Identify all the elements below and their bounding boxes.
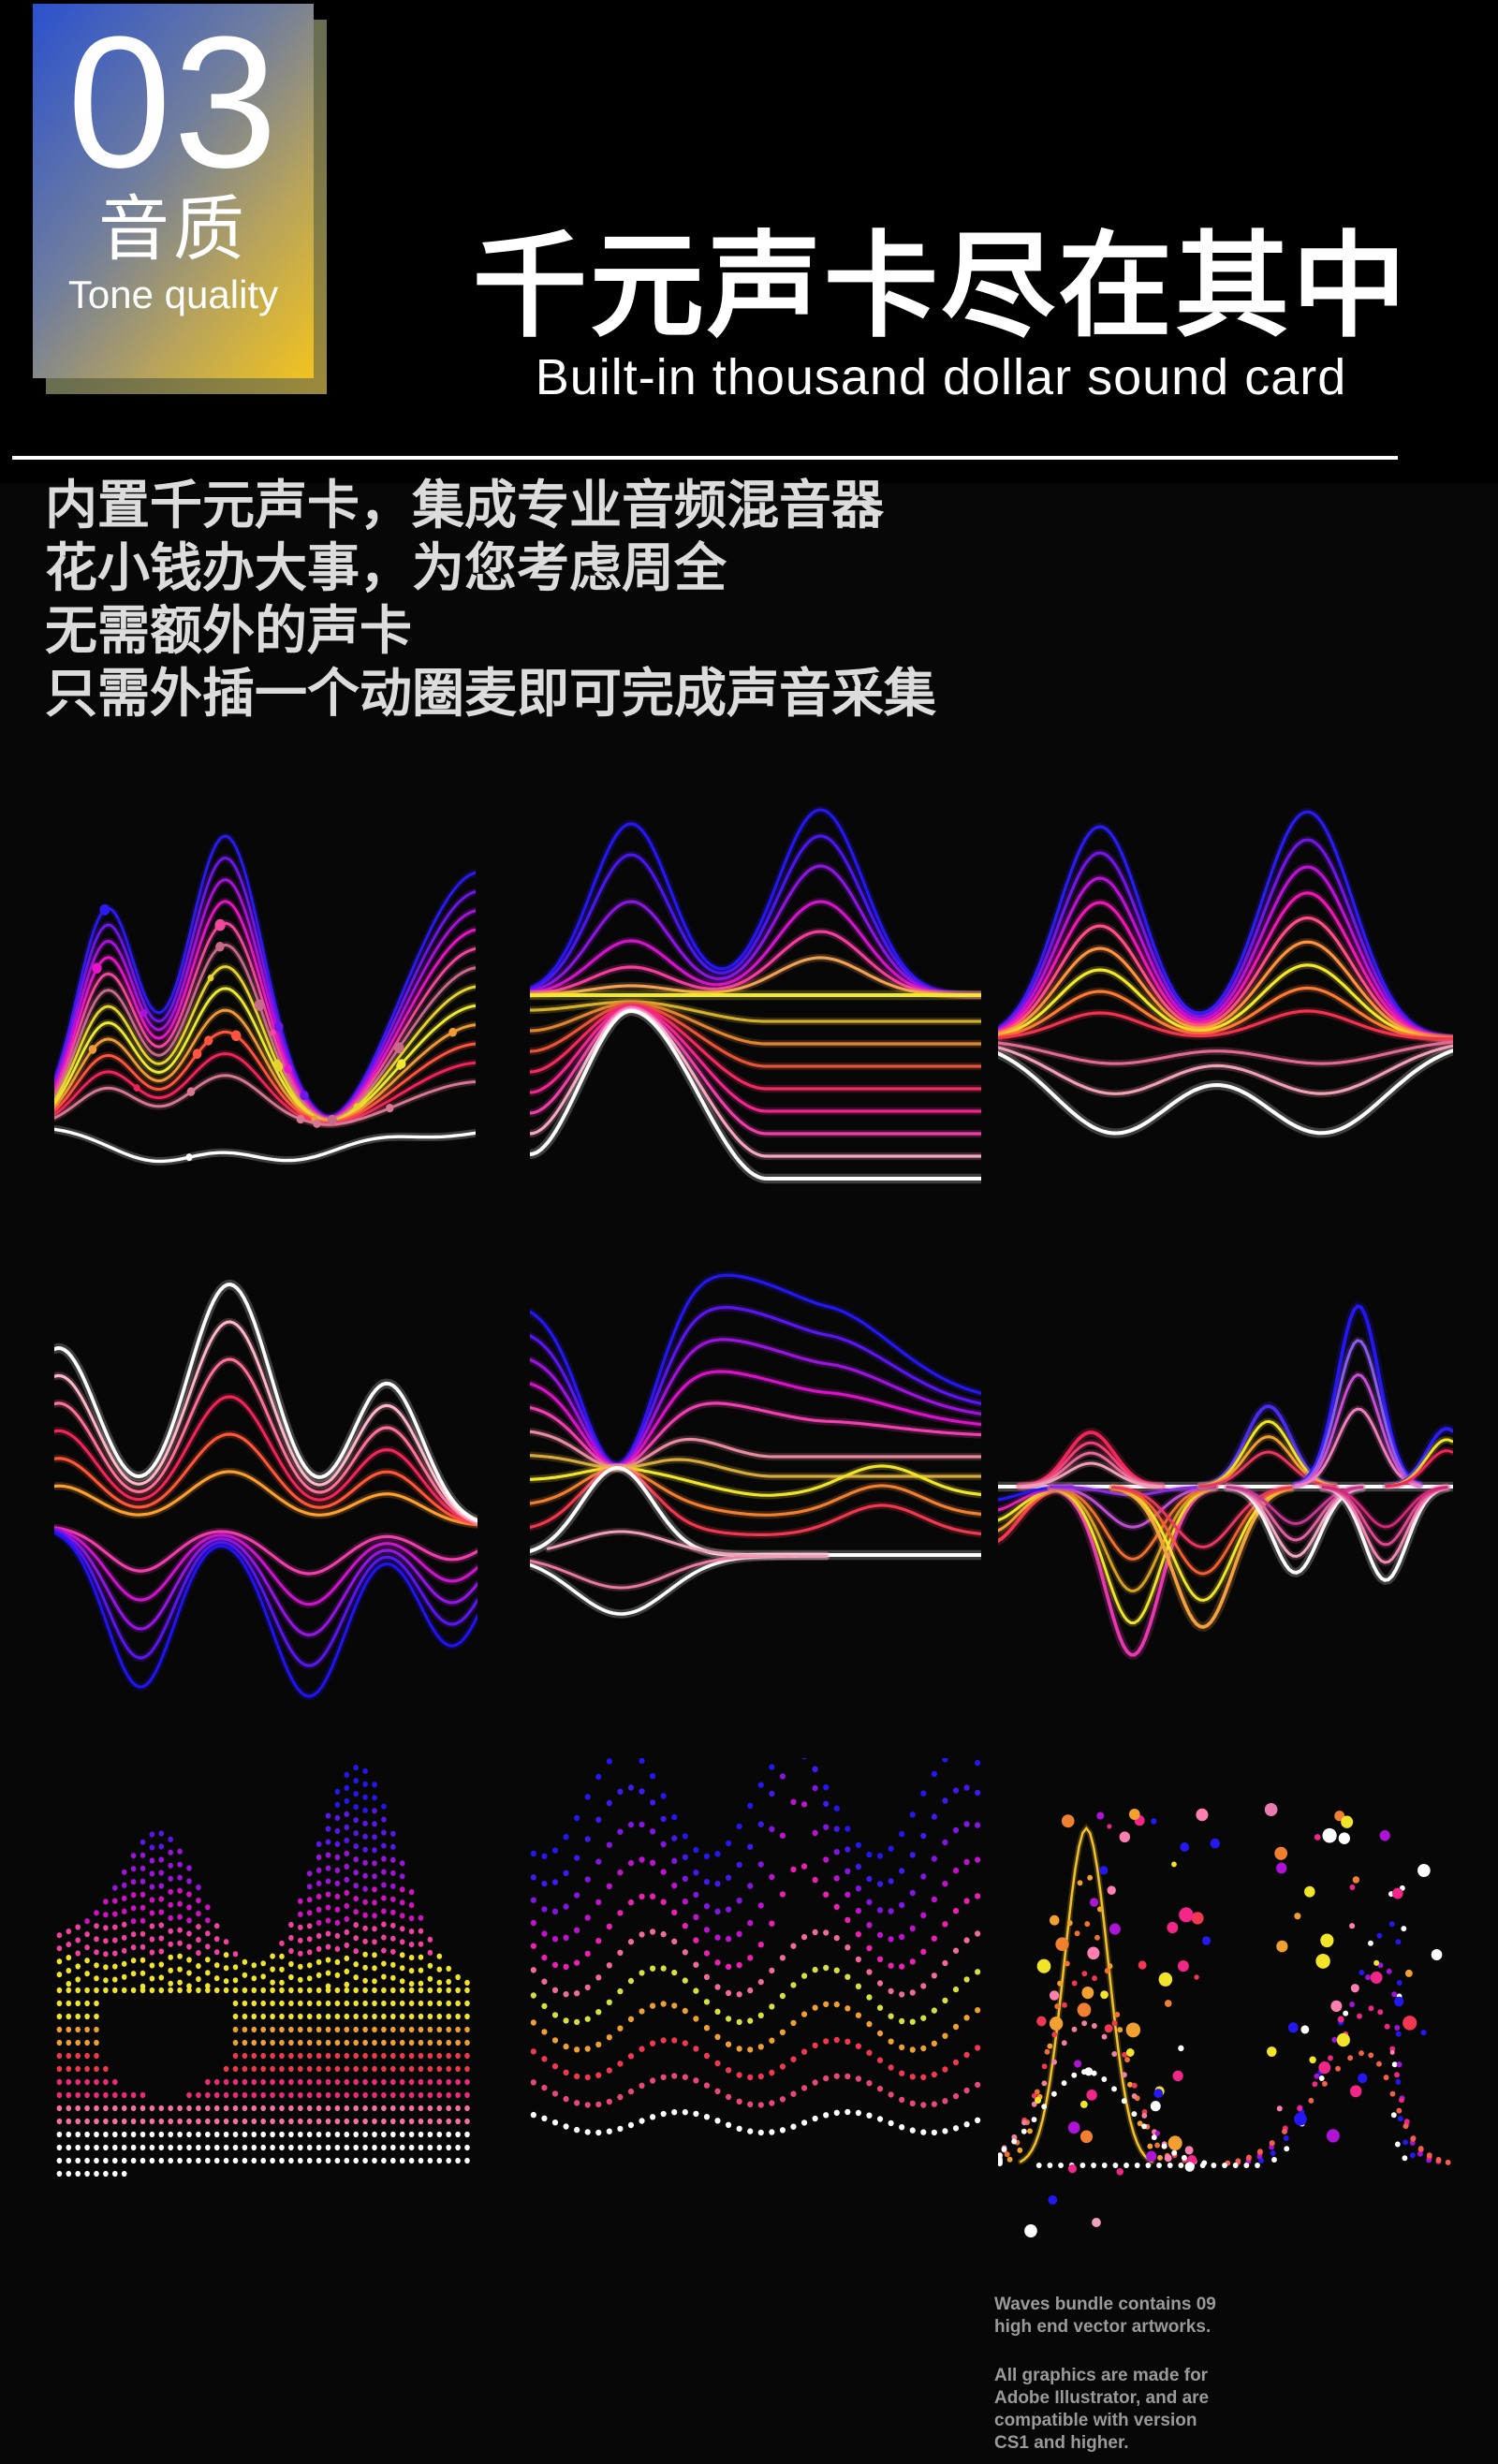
footnote-line: compatible with version [994,2411,1197,2430]
footnote-gap [994,2339,1238,2365]
waveform-art-lobes [54,1271,477,1702]
waveform-art-dot-scatter [998,1758,1453,2264]
waveform-art-ridge [530,1271,981,1702]
footnote-line: high end vector artworks. [994,2317,1212,2337]
chapter-number: 03 [66,0,280,207]
chapter-badge: 03 音质 Tone quality [33,4,327,395]
header: 千元声卡尽在其中 Built-in thousand dollar sound … [393,227,1489,405]
waveform-art-fan [54,800,476,1194]
page-subtitle: Built-in thousand dollar sound card [535,349,1347,406]
intro-text: 内置千元声卡，集成专业音频混音器 花小钱办大事，为您考虑周全 无需额外的声卡 只… [45,474,936,725]
footnote: Waves bundle contains 09 high end vector… [994,2294,1238,2455]
waveform-art-cascade [530,794,981,1187]
intro-line: 内置千元声卡，集成专业音频混音器 [45,476,884,535]
intro-line: 无需额外的声卡 [45,601,412,660]
divider-rule [12,456,1398,460]
intro-line: 只需外插一个动圈麦即可完成声音采集 [45,664,936,723]
footnote-line: CS1 and higher. [994,2433,1129,2453]
intro-line: 花小钱办大事，为您考虑周全 [45,538,727,597]
footnote-line: Waves bundle contains 09 [994,2295,1216,2314]
waveform-art-dot-surface [54,1758,476,2264]
waveform-art-pulse [998,1271,1453,1702]
footnote-line: Adobe Illustrator, and are [994,2388,1210,2408]
page-title: 千元声卡尽在其中 [473,223,1409,350]
waveform-art-mirror [998,800,1453,1194]
badge-label-cn: 音质 [98,190,248,270]
footnote-line: All graphics are made for [994,2366,1209,2385]
badge-label-en: Tone quality [67,272,279,316]
waveform-art-dot-ridge [530,1758,981,2264]
badge-panel: 03 音质 Tone quality [33,4,314,378]
